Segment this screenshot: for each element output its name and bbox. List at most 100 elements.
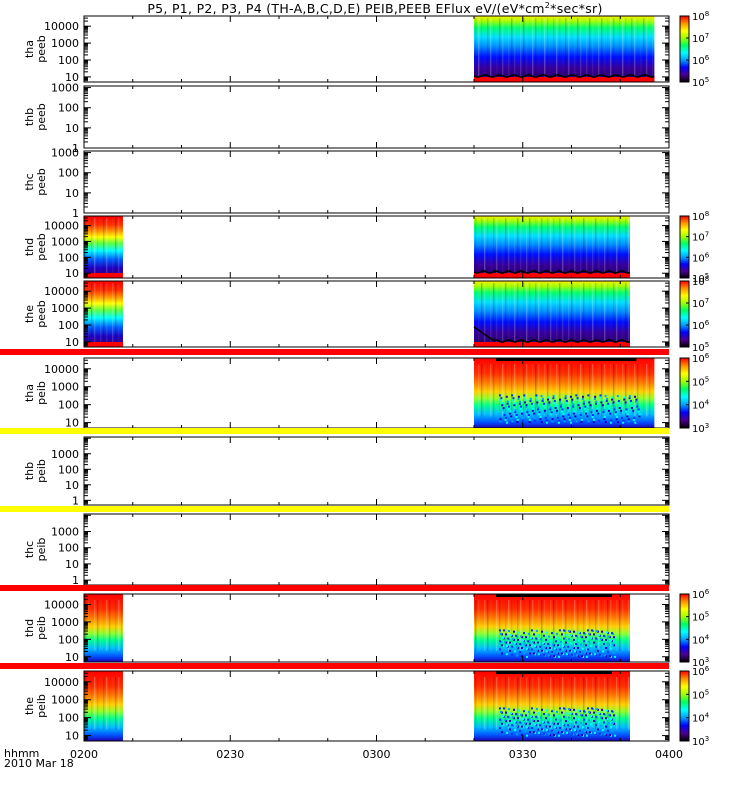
spectrogram-texture: [94, 218, 96, 274]
speckle: [563, 715, 565, 718]
speckle: [526, 734, 528, 737]
speckle: [568, 708, 570, 711]
speckle: [562, 645, 564, 647]
spectrogram-texture: [574, 18, 576, 78]
speckle: [612, 730, 614, 733]
spectrogram-texture: [484, 600, 486, 651]
spectrogram-texture: [580, 218, 582, 274]
speckle: [570, 634, 572, 637]
spectrogram-texture: [583, 364, 585, 417]
speckle: [599, 653, 601, 656]
speckle: [521, 725, 523, 728]
speckle: [602, 411, 605, 414]
speckle: [519, 721, 521, 724]
spectrogram-texture: [496, 600, 498, 651]
spectrogram-texture: [514, 18, 516, 78]
speckle: [578, 717, 580, 720]
speckle: [573, 717, 575, 720]
speckle: [607, 729, 609, 732]
speckle: [573, 410, 576, 413]
speckle: [579, 414, 582, 416]
speckle: [537, 406, 540, 409]
speckle: [580, 713, 582, 716]
speckle: [609, 412, 612, 415]
speckle: [578, 639, 580, 642]
spectrogram-texture: [544, 218, 545, 274]
spectrogram-texture: [520, 283, 521, 342]
speckle: [559, 727, 561, 729]
spectrogram-texture: [595, 283, 597, 343]
speckle: [596, 708, 598, 711]
spectrogram-texture: [526, 600, 527, 651]
colorbar-tick-label: 103: [692, 735, 709, 748]
panel-probe-label: the: [23, 305, 36, 323]
spectrogram-texture: [517, 364, 519, 417]
spectrogram-texture: [550, 600, 552, 651]
speckle: [544, 646, 546, 649]
speckle: [529, 397, 532, 400]
speckle: [570, 720, 572, 723]
speckle: [529, 400, 532, 402]
speckle: [545, 421, 548, 424]
speckle: [604, 395, 607, 398]
spectrogram-texture: [559, 600, 560, 651]
spectrogram-texture: [508, 283, 510, 343]
speckle: [520, 635, 522, 638]
spectrogram-texture: [475, 677, 477, 730]
speckle: [567, 645, 569, 648]
speckle: [598, 712, 600, 715]
panel-product-label: peeb: [35, 233, 48, 261]
speckle: [569, 649, 571, 652]
speckle: [536, 708, 538, 711]
speckle: [584, 651, 586, 654]
speckle: [583, 400, 586, 403]
speckle: [549, 725, 551, 728]
speckle: [499, 640, 501, 643]
speckle: [553, 636, 555, 639]
speckle: [615, 416, 618, 419]
spectrogram-texture: [571, 677, 573, 730]
y-tick-label: 1000: [51, 147, 79, 160]
spectrogram-texture: [514, 283, 516, 343]
spectrogram-texture: [502, 283, 504, 343]
speckle: [561, 711, 563, 714]
speckle: [550, 411, 553, 414]
speckle: [550, 639, 552, 642]
speckle: [503, 411, 506, 414]
spectrogram-texture: [481, 364, 483, 417]
y-tick-label: 1: [72, 207, 79, 220]
spectrogram-texture: [529, 677, 531, 730]
spectrogram-texture: [574, 677, 576, 730]
speckle: [575, 713, 577, 715]
speckle: [560, 719, 562, 722]
spectrogram-texture: [514, 218, 516, 274]
panel-tha-peeb: 10 100 1000 10000 tha peeb 105 106 107 108: [23, 10, 710, 89]
speckle: [552, 395, 555, 398]
spectrogram-texture: [475, 283, 476, 342]
speckle: [628, 397, 631, 400]
speckle: [590, 411, 593, 414]
spectrogram-texture: [508, 677, 510, 730]
spectrogram-texture: [592, 218, 594, 274]
speckle: [603, 416, 606, 419]
speckle: [584, 730, 586, 733]
speckle: [596, 407, 599, 410]
spectrogram-texture: [559, 218, 561, 274]
x-axis-date-label: 2010 Mar 18: [4, 757, 74, 770]
spectrogram-texture: [505, 283, 507, 343]
speckle: [511, 732, 513, 735]
speckle: [567, 411, 570, 414]
speckle: [561, 410, 564, 413]
spectrogram-texture: [550, 677, 552, 730]
spectrogram-texture: [550, 364, 552, 417]
speckle: [563, 629, 565, 632]
speckle: [570, 712, 572, 715]
speckle: [587, 394, 590, 397]
speckle: [632, 418, 635, 421]
colorbar-tick-label: 105: [692, 375, 709, 388]
speckle: [632, 411, 634, 414]
speckle: [565, 402, 568, 405]
spectrogram-texture: [112, 677, 113, 730]
speckle: [576, 397, 579, 400]
spectrogram-texture: [109, 218, 110, 274]
